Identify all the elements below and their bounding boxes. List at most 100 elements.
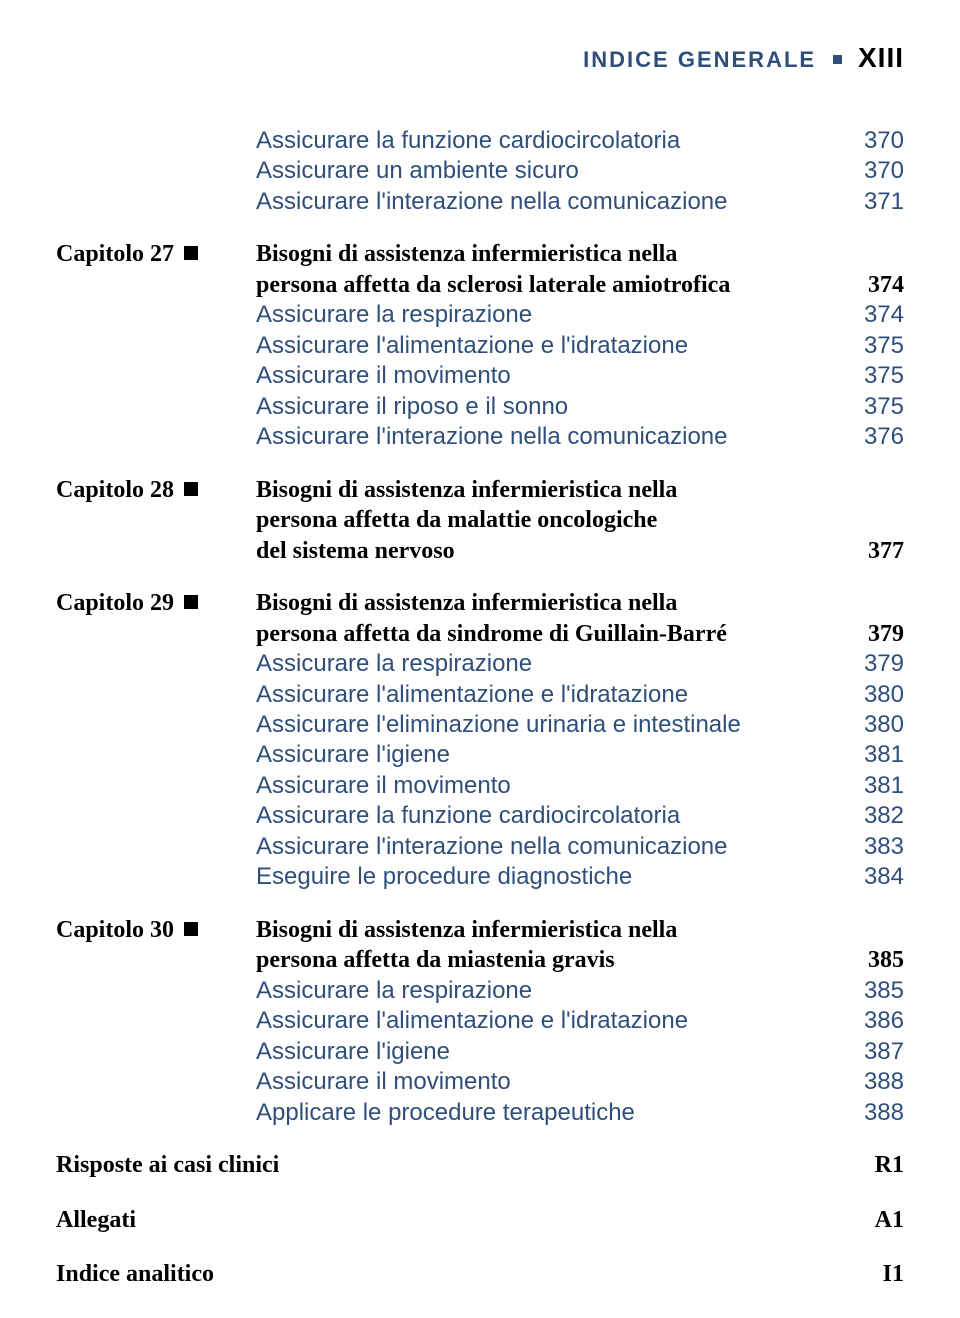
square-bullet-icon <box>184 595 198 609</box>
toc-end-row: Risposte ai casi cliniciR1 <box>56 1150 904 1180</box>
toc-chapter-row: Capitolo 27 Bisogni di assistenza infermi… <box>56 239 904 269</box>
square-bullet-icon <box>184 246 198 260</box>
chapter-label: Capitolo 30 <box>56 917 174 943</box>
page-number: 384 <box>834 862 904 892</box>
page-number: 376 <box>834 422 904 452</box>
square-bullet-icon <box>184 922 198 936</box>
spacer <box>56 1181 904 1205</box>
sub-entry-text: Assicurare l'eliminazione urinaria e int… <box>256 710 834 740</box>
end-entry-text: Indice analitico <box>56 1259 834 1289</box>
page-number: I1 <box>834 1259 904 1289</box>
sub-entry-text: Assicurare la funzione cardiocircolatori… <box>256 801 834 831</box>
sub-entry-text: Assicurare il movimento <box>256 771 834 801</box>
page-number: 381 <box>834 740 904 770</box>
header-bullet-icon <box>833 55 842 64</box>
sub-entry-text: Applicare le procedure terapeutiche <box>256 1098 834 1128</box>
toc-sub-row: Eseguire le procedure diagnostiche384 <box>56 862 904 892</box>
toc-chapter-row: persona affetta da sclerosi laterale ami… <box>56 270 904 300</box>
toc-sub-row: Assicurare la funzione cardiocircolatori… <box>56 801 904 831</box>
chapter-label-cell: Capitolo 28 <box>56 475 256 505</box>
page-number: 383 <box>834 832 904 862</box>
toc-sub-row: Assicurare l'interazione nella comunicaz… <box>56 187 904 217</box>
sub-entry-text: Assicurare l'igiene <box>256 1037 834 1067</box>
page-number: 385 <box>834 945 904 975</box>
chapter-title-line: Bisogni di assistenza infermieristica ne… <box>256 239 834 269</box>
end-entry-text: Risposte ai casi clinici <box>56 1150 834 1180</box>
sub-entry-text: Assicurare la respirazione <box>256 300 834 330</box>
end-entry-text: Allegati <box>56 1205 834 1235</box>
chapter-title-line: persona affetta da sclerosi laterale ami… <box>256 270 834 300</box>
toc-sub-row: Assicurare il riposo e il sonno375 <box>56 392 904 422</box>
toc-sub-row: Assicurare l'alimentazione e l'idratazio… <box>56 1006 904 1036</box>
chapter-title-line: Bisogni di assistenza infermieristica ne… <box>256 475 834 505</box>
toc-sub-row: Assicurare un ambiente sicuro370 <box>56 156 904 186</box>
spacer <box>56 217 904 239</box>
page-number: A1 <box>834 1205 904 1235</box>
toc-chapter-row: persona affetta da malattie oncologiche <box>56 505 904 535</box>
spacer <box>56 1128 904 1150</box>
page-number: 381 <box>834 771 904 801</box>
toc-chapter-row: Capitolo 29 Bisogni di assistenza infermi… <box>56 588 904 618</box>
toc-sub-row: Assicurare la respirazione385 <box>56 976 904 1006</box>
page-number: 386 <box>834 1006 904 1036</box>
toc-sub-row: Assicurare la respirazione374 <box>56 300 904 330</box>
toc-sub-row: Assicurare il movimento375 <box>56 361 904 391</box>
chapter-title-line: del sistema nervoso <box>256 536 834 566</box>
toc-sub-row: Assicurare l'igiene381 <box>56 740 904 770</box>
toc-sub-row: Assicurare la funzione cardiocircolatori… <box>56 126 904 156</box>
page-number: 374 <box>834 270 904 300</box>
toc-sub-row: Assicurare il movimento388 <box>56 1067 904 1097</box>
sub-entry-text: Assicurare il movimento <box>256 1067 834 1097</box>
toc-sub-row: Assicurare l'interazione nella comunicaz… <box>56 422 904 452</box>
chapter-title-line: Bisogni di assistenza infermieristica ne… <box>256 588 834 618</box>
sub-entry-text: Assicurare l'interazione nella comunicaz… <box>256 422 834 452</box>
page-number: 375 <box>834 331 904 361</box>
chapter-title-line: Bisogni di assistenza infermieristica ne… <box>256 915 834 945</box>
toc-end-row: AllegatiA1 <box>56 1205 904 1235</box>
chapter-label-cell: Capitolo 29 <box>56 588 256 618</box>
spacer <box>56 1235 904 1259</box>
chapter-title-line: persona affetta da malattie oncologiche <box>256 505 834 535</box>
page-number: 379 <box>834 649 904 679</box>
square-bullet-icon <box>184 482 198 496</box>
toc-sub-row: Assicurare l'alimentazione e l'idratazio… <box>56 680 904 710</box>
chapter-label-cell: Capitolo 27 <box>56 239 256 269</box>
chapter-title-line: persona affetta da sindrome di Guillain-… <box>256 619 834 649</box>
running-header: INDICE GENERALE XIII <box>56 42 904 74</box>
sub-entry-text: Assicurare l'alimentazione e l'idratazio… <box>256 680 834 710</box>
sub-entry-text: Assicurare l'alimentazione e l'idratazio… <box>256 1006 834 1036</box>
spacer <box>56 893 904 915</box>
page-number: 370 <box>834 156 904 186</box>
page-number: 379 <box>834 619 904 649</box>
toc-sub-row: Assicurare l'alimentazione e l'idratazio… <box>56 331 904 361</box>
header-title: INDICE GENERALE <box>583 47 816 72</box>
toc-chapter-row: persona affetta da miastenia gravis385 <box>56 945 904 975</box>
sub-entry-text: Assicurare l'alimentazione e l'idratazio… <box>256 331 834 361</box>
page-number: 371 <box>834 187 904 217</box>
page-number: 385 <box>834 976 904 1006</box>
toc-sub-row: Assicurare la respirazione379 <box>56 649 904 679</box>
chapter-label: Capitolo 27 <box>56 241 174 267</box>
sub-entry-text: Eseguire le procedure diagnostiche <box>256 862 834 892</box>
page-number: 380 <box>834 680 904 710</box>
page-number: 377 <box>834 536 904 566</box>
sub-entry-text: Assicurare l'igiene <box>256 740 834 770</box>
spacer <box>56 453 904 475</box>
page-container: INDICE GENERALE XIII Assicurare la funzi… <box>0 0 960 1318</box>
sub-entry-text: Assicurare l'interazione nella comunicaz… <box>256 832 834 862</box>
toc-end-row: Indice analiticoI1 <box>56 1259 904 1289</box>
chapter-title-line: persona affetta da miastenia gravis <box>256 945 834 975</box>
sub-entry-text: Assicurare la respirazione <box>256 649 834 679</box>
toc-chapter-row: persona affetta da sindrome di Guillain-… <box>56 619 904 649</box>
sub-entry-text: Assicurare un ambiente sicuro <box>256 156 834 186</box>
chapter-label: Capitolo 29 <box>56 590 174 616</box>
toc-sub-row: Assicurare il movimento381 <box>56 771 904 801</box>
toc-sub-row: Assicurare l'interazione nella comunicaz… <box>56 832 904 862</box>
page-number: 375 <box>834 392 904 422</box>
page-number: 370 <box>834 126 904 156</box>
page-number: 387 <box>834 1037 904 1067</box>
toc-sub-row: Assicurare l'igiene387 <box>56 1037 904 1067</box>
page-number: 388 <box>834 1098 904 1128</box>
page-number: 388 <box>834 1067 904 1097</box>
page-number: 374 <box>834 300 904 330</box>
